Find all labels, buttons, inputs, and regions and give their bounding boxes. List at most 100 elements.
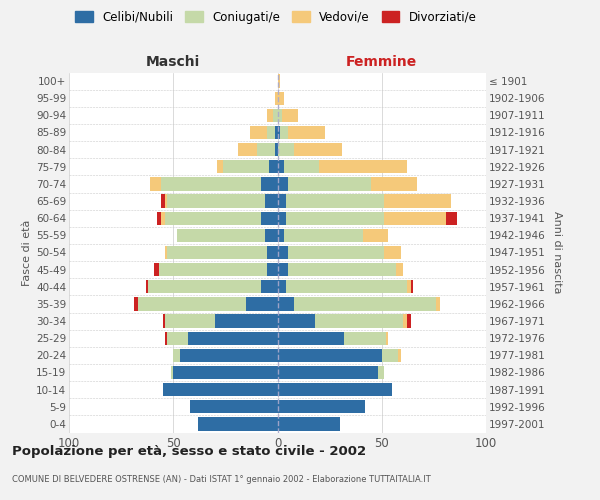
Bar xyxy=(288,246,384,259)
Bar xyxy=(165,332,167,345)
Text: Maschi: Maschi xyxy=(146,55,200,69)
Bar xyxy=(384,194,451,208)
Bar xyxy=(261,177,277,190)
Bar xyxy=(371,177,417,190)
Bar xyxy=(246,297,277,310)
Text: COMUNE DI BELVEDERE OSTRENSE (AN) - Dati ISTAT 1° gennaio 2002 - Elaborazione TU: COMUNE DI BELVEDERE OSTRENSE (AN) - Dati… xyxy=(12,476,431,484)
Bar xyxy=(265,228,277,242)
Bar xyxy=(382,348,398,362)
Bar xyxy=(277,74,280,88)
Bar xyxy=(286,212,384,225)
Bar xyxy=(223,160,269,173)
Bar xyxy=(269,160,277,173)
Bar xyxy=(277,383,392,396)
Bar xyxy=(161,177,261,190)
Bar xyxy=(277,92,284,105)
Bar xyxy=(384,212,446,225)
Bar xyxy=(344,332,386,345)
Bar xyxy=(188,332,277,345)
Bar xyxy=(277,194,286,208)
Bar xyxy=(277,263,288,276)
Bar xyxy=(280,126,288,139)
Legend: Celibi/Nubili, Coniugati/e, Vedovi/e, Divorziati/e: Celibi/Nubili, Coniugati/e, Vedovi/e, Di… xyxy=(71,6,481,28)
Bar xyxy=(277,228,284,242)
Bar xyxy=(277,126,280,139)
Bar xyxy=(173,348,179,362)
Bar xyxy=(277,212,286,225)
Bar xyxy=(277,246,288,259)
Bar xyxy=(275,126,277,139)
Bar xyxy=(284,160,319,173)
Bar xyxy=(288,263,397,276)
Bar xyxy=(288,177,371,190)
Bar xyxy=(265,194,277,208)
Bar xyxy=(267,108,274,122)
Bar xyxy=(277,417,340,430)
Bar xyxy=(165,212,261,225)
Bar xyxy=(179,348,277,362)
Bar xyxy=(171,366,173,379)
Bar xyxy=(397,263,403,276)
Bar xyxy=(277,280,286,293)
Y-axis label: Anni di nascita: Anni di nascita xyxy=(553,211,562,294)
Bar xyxy=(163,314,165,328)
Bar xyxy=(198,417,277,430)
Bar xyxy=(165,246,167,259)
Bar xyxy=(377,366,384,379)
Bar xyxy=(261,280,277,293)
Bar xyxy=(154,263,158,276)
Bar xyxy=(315,314,403,328)
Bar xyxy=(274,108,277,122)
Bar xyxy=(250,126,267,139)
Bar xyxy=(148,280,261,293)
Bar xyxy=(267,246,277,259)
Bar xyxy=(386,332,388,345)
Bar xyxy=(398,348,401,362)
Bar xyxy=(286,194,384,208)
Bar xyxy=(167,246,267,259)
Bar xyxy=(275,92,277,105)
Bar xyxy=(286,280,407,293)
Bar xyxy=(158,263,267,276)
Bar xyxy=(319,160,407,173)
Bar xyxy=(407,314,411,328)
Bar xyxy=(275,143,277,156)
Y-axis label: Fasce di età: Fasce di età xyxy=(22,220,32,286)
Bar xyxy=(138,297,246,310)
Bar xyxy=(267,263,277,276)
Bar xyxy=(284,228,363,242)
Text: Femmine: Femmine xyxy=(346,55,418,69)
Bar xyxy=(277,400,365,413)
Bar xyxy=(146,280,148,293)
Bar xyxy=(165,194,167,208)
Bar xyxy=(178,228,265,242)
Bar xyxy=(363,228,388,242)
Bar xyxy=(134,297,138,310)
Bar xyxy=(161,194,165,208)
Bar xyxy=(403,314,407,328)
Bar xyxy=(411,280,413,293)
Bar xyxy=(277,160,284,173)
Bar xyxy=(281,108,298,122)
Bar xyxy=(261,212,277,225)
Bar xyxy=(167,194,265,208)
Bar xyxy=(277,297,294,310)
Bar xyxy=(446,212,457,225)
Text: Popolazione per età, sesso e stato civile - 2002: Popolazione per età, sesso e stato civil… xyxy=(12,445,366,458)
Bar xyxy=(165,314,215,328)
Bar xyxy=(151,177,161,190)
Bar xyxy=(294,297,436,310)
Bar xyxy=(277,366,377,379)
Bar xyxy=(294,143,342,156)
Bar xyxy=(277,177,288,190)
Bar xyxy=(277,348,382,362)
Bar xyxy=(384,246,401,259)
Bar xyxy=(267,126,275,139)
Bar xyxy=(257,143,275,156)
Bar xyxy=(190,400,277,413)
Bar xyxy=(173,366,277,379)
Bar xyxy=(277,143,294,156)
Bar xyxy=(161,212,165,225)
Bar xyxy=(215,314,277,328)
Bar xyxy=(288,126,325,139)
